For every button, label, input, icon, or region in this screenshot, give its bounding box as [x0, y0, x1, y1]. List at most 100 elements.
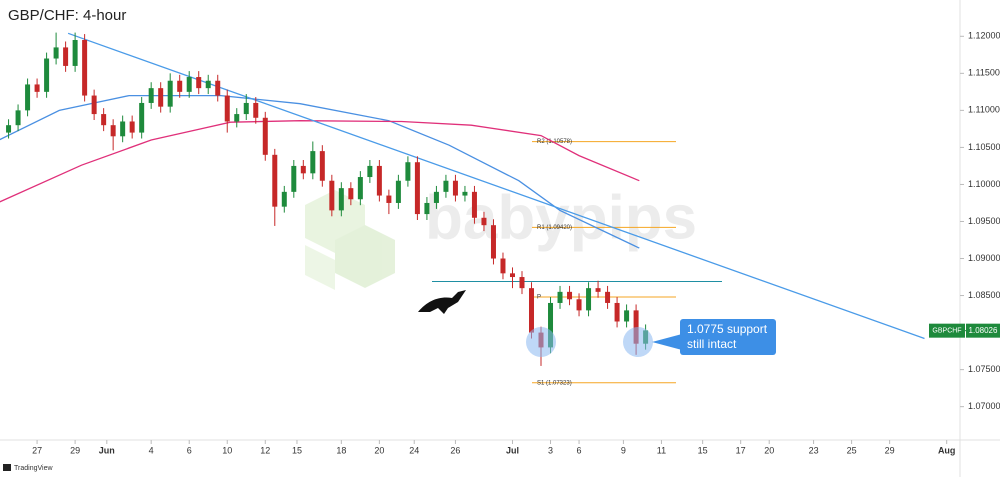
- y-tick-label: 1.11000: [968, 105, 1000, 115]
- symbol-label: GBPCHF: [932, 328, 961, 335]
- candle-body: [215, 80, 221, 96]
- x-tick-label: 24: [409, 445, 419, 455]
- y-tick-label: 1.12000: [968, 31, 1000, 41]
- candle-body: [101, 114, 107, 126]
- candle-body: [224, 95, 230, 122]
- candle-body: [177, 80, 183, 92]
- x-tick-label: 27: [32, 445, 42, 455]
- candle-body: [462, 191, 468, 196]
- x-tick-label: Aug: [938, 445, 956, 455]
- candle-body: [319, 151, 325, 181]
- bull-icon: [418, 290, 466, 314]
- x-tick-label: 6: [187, 445, 192, 455]
- y-tick-label: 1.08500: [968, 290, 1000, 300]
- candle-body: [605, 291, 611, 303]
- pivot-label: P: [537, 295, 541, 301]
- candle-body: [291, 165, 297, 192]
- line: [67, 32, 925, 340]
- candle-body: [576, 299, 582, 311]
- x-tick-label: 29: [885, 445, 895, 455]
- x-tick-label: 15: [292, 445, 302, 455]
- x-tick-label: 9: [621, 445, 626, 455]
- candle-body: [395, 180, 401, 203]
- footer-logo: [3, 464, 11, 471]
- candle-body: [452, 180, 458, 196]
- candle-body: [633, 310, 639, 344]
- x-tick-label: 15: [698, 445, 708, 455]
- x-tick-label: 12: [260, 445, 270, 455]
- candle-body: [310, 151, 316, 174]
- x-tick-label: 17: [736, 445, 746, 455]
- candle-body: [167, 80, 173, 107]
- candle-body: [300, 165, 306, 174]
- x-tick-label: 23: [809, 445, 819, 455]
- candle-body: [490, 225, 496, 259]
- candle-body: [234, 114, 240, 122]
- callout-box: [680, 319, 776, 355]
- candle-body: [63, 47, 69, 66]
- callout-text: 1.0775 support: [687, 322, 768, 336]
- candle-body: [433, 191, 439, 203]
- x-tick-label: Jul: [506, 445, 519, 455]
- watermark-logo: [305, 190, 395, 290]
- candle-body: [481, 217, 487, 226]
- candle-body: [367, 165, 373, 178]
- candle-body: [624, 310, 630, 322]
- y-tick-label: 1.09000: [968, 253, 1000, 263]
- candle-body: [357, 177, 363, 200]
- line: [0, 120, 640, 203]
- plot-area: R2 (1.10578)R1 (1.09420)PS1 (1.07323): [0, 32, 925, 386]
- candle-body: [567, 291, 573, 300]
- price-tag: [966, 323, 1000, 338]
- candle-body: [557, 291, 563, 303]
- x-tick-label: Jun: [99, 445, 115, 455]
- candle-body: [253, 102, 259, 118]
- candle-body: [614, 302, 620, 322]
- y-tick-label: 1.07000: [968, 401, 1000, 411]
- candle-body: [586, 288, 592, 311]
- candle-body: [262, 117, 268, 155]
- candle-body: [348, 188, 354, 200]
- candle-body: [91, 95, 97, 115]
- candle-body: [529, 288, 535, 333]
- candle-body: [281, 191, 287, 207]
- candle-body: [15, 110, 21, 126]
- candle-body: [196, 77, 202, 89]
- candle-body: [500, 258, 506, 274]
- y-tick-label: 1.07500: [968, 364, 1000, 374]
- y-tick-label: 1.10000: [968, 179, 1000, 189]
- candle-body: [424, 202, 430, 215]
- highlight-circle: [623, 327, 653, 357]
- x-tick-label: 18: [336, 445, 346, 455]
- callout-pointer: [652, 334, 682, 350]
- x-tick-label: 4: [149, 445, 154, 455]
- candle-body: [443, 180, 449, 192]
- candle-body: [25, 84, 31, 111]
- candle-body: [6, 125, 12, 133]
- x-tick-label: 29: [70, 445, 80, 455]
- highlight-circle: [526, 327, 556, 357]
- candle-body: [120, 121, 126, 137]
- candle-body: [110, 125, 116, 137]
- x-tick-label: 25: [847, 445, 857, 455]
- candle-body: [272, 154, 278, 207]
- candle-body: [44, 58, 50, 92]
- candle-body: [72, 40, 78, 66]
- pivot-label: R1 (1.09420): [537, 225, 572, 231]
- x-tick-label: 10: [222, 445, 232, 455]
- y-tick-label: 1.11500: [968, 68, 1000, 78]
- y-tick-label: 1.10500: [968, 142, 1000, 152]
- candle-body: [509, 273, 515, 278]
- x-tick-label: 3: [548, 445, 553, 455]
- x-tick-label: 26: [450, 445, 460, 455]
- candle-body: [34, 84, 40, 92]
- symbol-tag: [929, 323, 965, 338]
- candle-body: [186, 77, 192, 92]
- candle-body: [148, 88, 154, 103]
- x-tick-label: 6: [577, 445, 582, 455]
- candle-body: [243, 102, 249, 115]
- candle-body: [158, 88, 164, 107]
- candle-body: [82, 40, 88, 96]
